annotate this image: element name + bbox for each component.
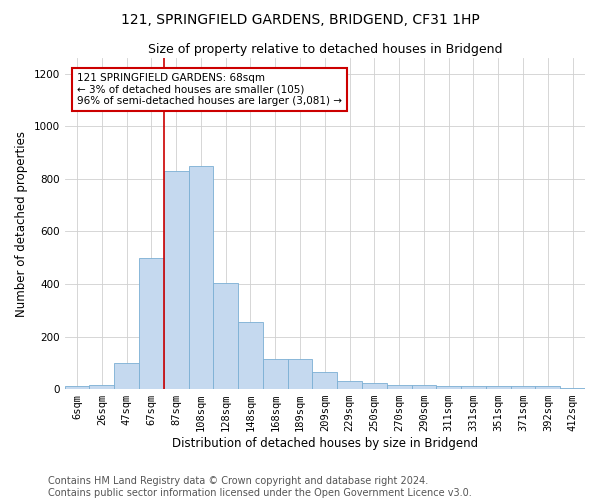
Text: Contains HM Land Registry data © Crown copyright and database right 2024.
Contai: Contains HM Land Registry data © Crown c… [48, 476, 472, 498]
Bar [511, 386, 535, 389]
Bar [188, 166, 214, 389]
Bar [486, 386, 511, 389]
Bar [337, 380, 362, 389]
Bar [139, 258, 164, 389]
Bar [535, 386, 560, 389]
Text: 121 SPRINGFIELD GARDENS: 68sqm
← 3% of detached houses are smaller (105)
96% of : 121 SPRINGFIELD GARDENS: 68sqm ← 3% of d… [77, 73, 342, 106]
Bar [287, 359, 313, 389]
Bar [89, 385, 114, 389]
Bar [387, 385, 412, 389]
Bar [164, 171, 188, 389]
Title: Size of property relative to detached houses in Bridgend: Size of property relative to detached ho… [148, 42, 502, 56]
Bar [238, 322, 263, 389]
Bar [114, 363, 139, 389]
Bar [412, 385, 436, 389]
X-axis label: Distribution of detached houses by size in Bridgend: Distribution of detached houses by size … [172, 437, 478, 450]
Bar [560, 388, 585, 389]
Bar [362, 384, 387, 389]
Bar [214, 282, 238, 389]
Bar [263, 359, 287, 389]
Bar [313, 372, 337, 389]
Bar [461, 386, 486, 389]
Bar [65, 386, 89, 389]
Y-axis label: Number of detached properties: Number of detached properties [15, 130, 28, 316]
Bar [436, 386, 461, 389]
Text: 121, SPRINGFIELD GARDENS, BRIDGEND, CF31 1HP: 121, SPRINGFIELD GARDENS, BRIDGEND, CF31… [121, 12, 479, 26]
